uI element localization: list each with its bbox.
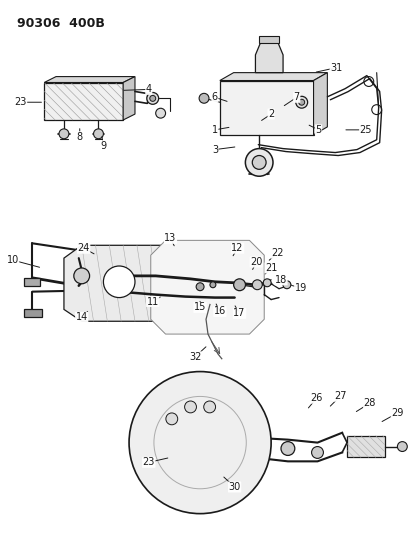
Circle shape [252, 156, 266, 169]
Circle shape [252, 280, 261, 289]
Polygon shape [255, 43, 282, 72]
Text: 2: 2 [267, 109, 273, 119]
Circle shape [199, 93, 209, 103]
Circle shape [282, 281, 290, 289]
Polygon shape [44, 77, 135, 83]
Text: 18: 18 [274, 275, 287, 285]
Polygon shape [44, 83, 123, 120]
Text: 23: 23 [14, 97, 27, 107]
Circle shape [74, 268, 89, 284]
Text: 12: 12 [231, 243, 243, 253]
Text: 1: 1 [211, 125, 217, 135]
Text: 6: 6 [211, 92, 217, 102]
Text: 24: 24 [77, 243, 90, 253]
Text: 30: 30 [228, 482, 240, 492]
Circle shape [93, 129, 103, 139]
Circle shape [298, 99, 304, 105]
Circle shape [295, 96, 307, 108]
Text: 10: 10 [7, 255, 19, 265]
Text: 3: 3 [211, 144, 217, 155]
Circle shape [59, 129, 69, 139]
Text: 19: 19 [294, 282, 306, 293]
Circle shape [129, 372, 271, 514]
Text: 16: 16 [213, 306, 225, 317]
Text: 20: 20 [249, 257, 262, 267]
Polygon shape [123, 77, 135, 120]
Text: 14: 14 [76, 312, 88, 322]
Text: 31: 31 [329, 63, 342, 72]
Text: 32: 32 [188, 352, 201, 362]
Circle shape [203, 401, 215, 413]
Text: 4: 4 [145, 84, 152, 94]
Polygon shape [259, 36, 278, 43]
Text: 9: 9 [100, 141, 106, 151]
Polygon shape [24, 278, 40, 286]
Text: 15: 15 [193, 302, 206, 312]
Circle shape [263, 279, 271, 287]
Circle shape [209, 282, 215, 288]
Circle shape [280, 442, 294, 455]
Text: 22: 22 [270, 248, 282, 258]
Polygon shape [346, 435, 384, 457]
Circle shape [196, 283, 204, 290]
Polygon shape [313, 72, 327, 135]
Text: 17: 17 [233, 309, 245, 318]
Text: 21: 21 [264, 263, 277, 273]
Circle shape [233, 279, 245, 290]
Ellipse shape [177, 437, 206, 458]
Circle shape [396, 442, 406, 451]
Polygon shape [150, 240, 263, 334]
Circle shape [245, 149, 272, 176]
Text: 23: 23 [142, 457, 154, 467]
Text: 90306  400B: 90306 400B [17, 18, 104, 30]
Circle shape [150, 95, 155, 101]
Text: 7: 7 [293, 92, 299, 102]
Polygon shape [219, 72, 327, 80]
Circle shape [311, 447, 323, 458]
Polygon shape [24, 310, 42, 317]
Text: 26: 26 [310, 393, 322, 403]
Text: 5: 5 [315, 125, 321, 135]
Text: 13: 13 [164, 233, 176, 244]
Circle shape [166, 413, 177, 425]
Polygon shape [219, 80, 313, 135]
Circle shape [103, 266, 135, 297]
Text: 25: 25 [359, 125, 371, 135]
Text: 29: 29 [390, 408, 403, 418]
Circle shape [147, 92, 158, 104]
Text: 28: 28 [363, 398, 375, 408]
Circle shape [155, 108, 165, 118]
Polygon shape [64, 245, 195, 321]
Text: 11: 11 [146, 296, 159, 306]
Circle shape [184, 401, 196, 413]
Text: 27: 27 [333, 391, 346, 401]
Text: 8: 8 [76, 132, 83, 142]
